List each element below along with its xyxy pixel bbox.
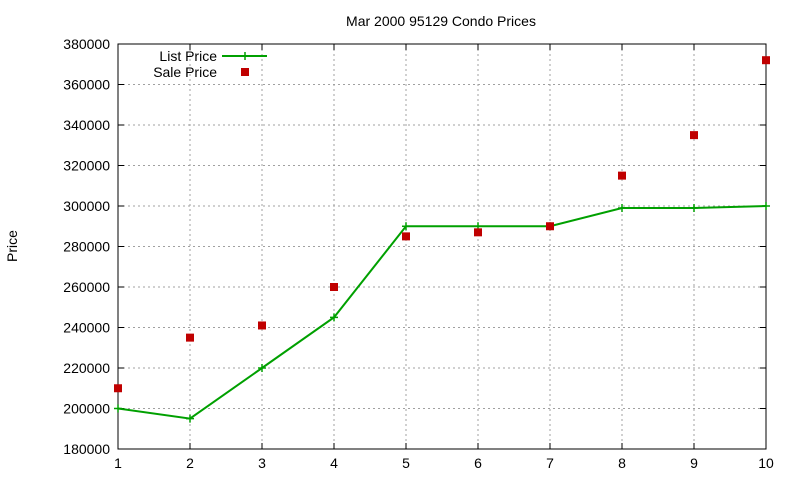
x-tick-label: 6 [474,455,482,471]
x-tick-label: 5 [402,455,410,471]
legend-label: Sale Price [153,64,217,80]
x-tick-label: 10 [758,455,774,471]
y-tick-label: 340000 [63,117,110,133]
data-point [762,56,770,65]
x-tick-label: 4 [330,455,338,471]
y-tick-labels: 180000 200000 220000 240000 260000 280000 3000… [63,36,110,457]
data-point [186,333,194,342]
series [114,56,770,423]
legend-marker [241,52,249,60]
y-tick-label: 280000 [63,239,110,255]
y-tick-label: 260000 [63,279,110,295]
y-axis-title: Price [4,230,20,262]
x-tick-labels: 1 2 3 4 5 6 7 8 9 10 [114,455,774,471]
data-point [330,283,338,291]
y-tick-label: 360000 [63,77,110,93]
data-point [474,228,482,237]
data-point [114,404,122,413]
data-point [330,313,338,322]
x-tick-label: 1 [114,455,122,471]
grid-lines [118,44,766,449]
y-tick-label: 180000 [63,441,110,457]
x-tick-label: 7 [546,455,554,471]
data-point [186,414,194,423]
y-tick-label: 200000 [63,401,110,417]
legend-marker [241,68,249,76]
series-line [117,205,767,420]
data-point [402,222,410,231]
x-tick-label: 3 [258,455,266,471]
x-tick-label: 2 [186,455,194,471]
data-point [258,321,266,330]
y-tick-label: 300000 [63,198,110,214]
y-tick-label: 220000 [63,360,110,376]
series-list-price [114,202,770,423]
data-point [618,171,626,180]
data-point [546,222,554,231]
data-point [618,204,626,213]
x-tick-label: 8 [618,455,626,471]
data-point [762,202,770,210]
data-point [690,131,698,140]
data-point [402,232,410,241]
legend-item: Sale Price [153,64,249,80]
series-sale-price [114,56,770,393]
y-tick-label: 240000 [63,320,110,336]
chart-title: Mar 2000 95129 Condo Prices [346,13,536,29]
y-tick-label: 320000 [63,158,110,174]
legend-item: List Price [159,48,267,64]
data-point [114,384,122,393]
data-point [690,204,698,213]
data-point [258,364,266,372]
y-tick-label: 380000 [63,36,110,52]
legend-label: List Price [159,48,217,64]
x-tick-label: 9 [690,455,698,471]
